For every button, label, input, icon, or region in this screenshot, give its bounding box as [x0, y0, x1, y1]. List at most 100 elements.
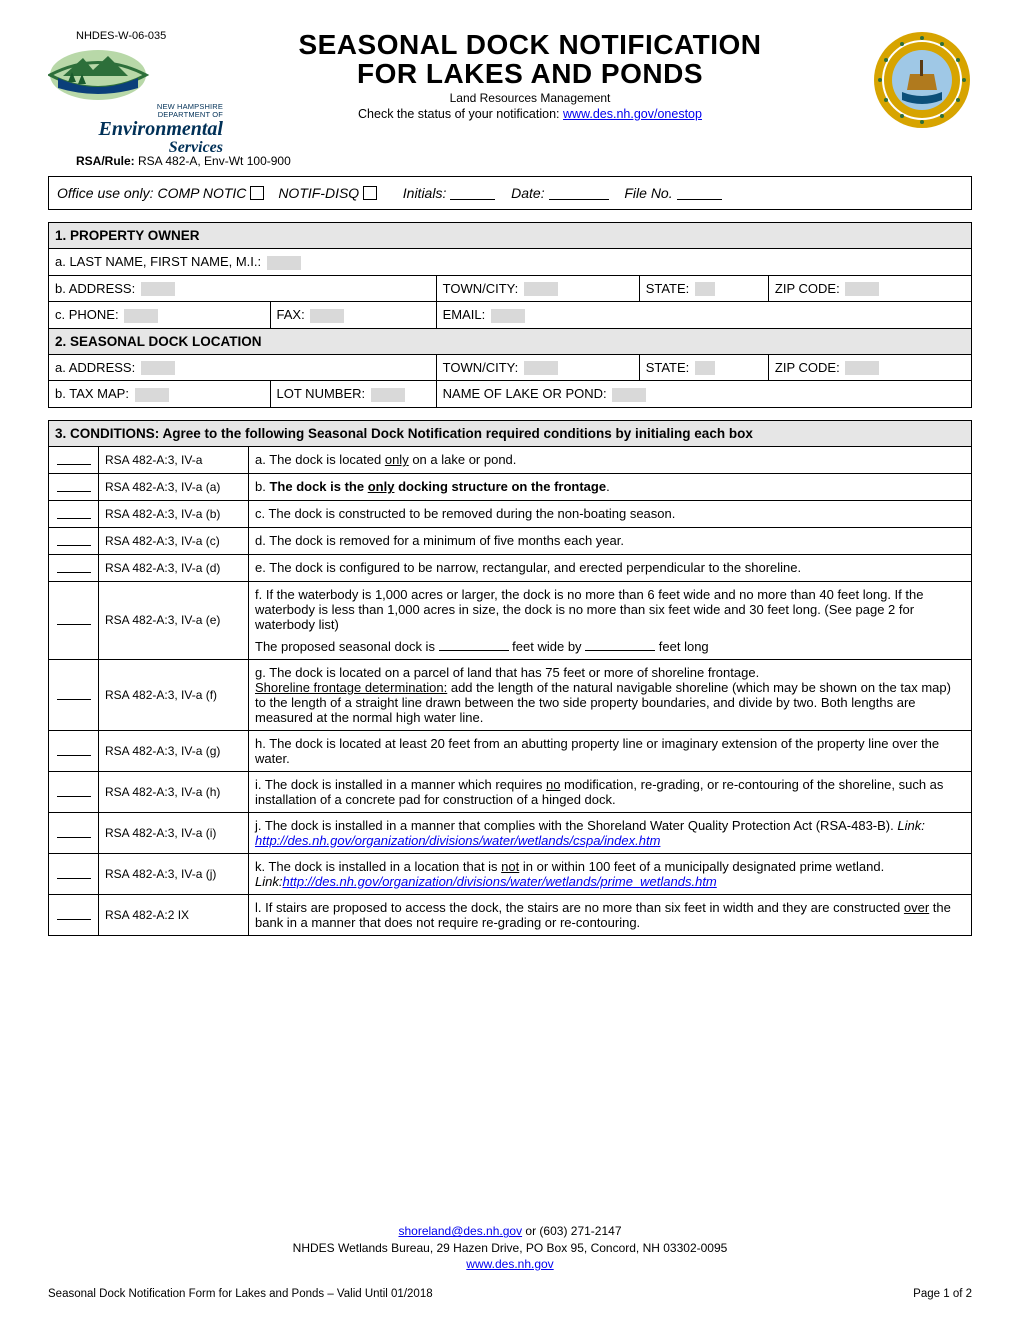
- condition-ref: RSA 482-A:2 IX: [99, 894, 249, 935]
- owner-zip-label: ZIP CODE:: [775, 281, 840, 296]
- office-initials-label: Initials:: [403, 185, 447, 201]
- condition-row: RSA 482-A:3, IV-a (g)h. The dock is loca…: [49, 730, 972, 771]
- condition-initial-cell[interactable]: [49, 500, 99, 527]
- condition-text: h. The dock is located at least 20 feet …: [249, 730, 972, 771]
- notif-disq-checkbox[interactable]: [363, 186, 377, 200]
- title-line1: SEASONAL DOCK NOTIFICATION: [238, 30, 822, 59]
- subtitle: Land Resources Management: [238, 91, 822, 105]
- condition-ref: RSA 482-A:3, IV-a (c): [99, 527, 249, 554]
- state-seal-icon: [872, 30, 972, 130]
- office-use-prefix: Office use only:: [57, 185, 154, 201]
- lake-name-cell: NAME OF LAKE OR POND:: [436, 381, 971, 408]
- condition-text: i. The dock is installed in a manner whi…: [249, 771, 972, 812]
- office-disq-label: NOTIF-DISQ: [278, 185, 359, 201]
- footer-bottom-right: Page 1 of 2: [913, 1288, 972, 1300]
- date-field[interactable]: [549, 186, 609, 200]
- condition-text: c. The dock is constructed to be removed…: [249, 500, 972, 527]
- owner-fax-label: FAX:: [277, 307, 305, 322]
- header: NHDES-W-06-035 NEW HAMPSHIRE DEPARTMENT …: [48, 30, 972, 150]
- condition-initial-cell[interactable]: [49, 659, 99, 730]
- footer-website-link[interactable]: www.des.nh.gov: [466, 1257, 553, 1271]
- logo-text: NEW HAMPSHIRE DEPARTMENT OF Environmenta…: [48, 103, 223, 157]
- office-use-box: Office use only: COMP NOTIC NOTIF-DISQ I…: [48, 176, 972, 210]
- condition-initial-cell[interactable]: [49, 581, 99, 659]
- initials-field[interactable]: [450, 186, 495, 200]
- condition-ref: RSA 482-A:3, IV-a (h): [99, 771, 249, 812]
- condition-initial-cell[interactable]: [49, 853, 99, 894]
- condition-ref: RSA 482-A:3, IV-a (e): [99, 581, 249, 659]
- form-id: NHDES-W-06-035: [76, 30, 166, 42]
- section1-heading: 1. PROPERTY OWNER: [49, 223, 972, 249]
- check-status: Check the status of your notification: w…: [238, 107, 822, 121]
- condition-text: l. If stairs are proposed to access the …: [249, 894, 972, 935]
- tax-map-cell: b. TAX MAP:: [49, 381, 271, 408]
- lake-name-input[interactable]: [612, 388, 646, 402]
- lot-number-input[interactable]: [371, 388, 405, 402]
- dock-town-label: TOWN/CITY:: [443, 360, 519, 375]
- condition-ref: RSA 482-A:3, IV-a (b): [99, 500, 249, 527]
- comp-notic-checkbox[interactable]: [250, 186, 264, 200]
- condition-ref: RSA 482-A:3, IV-a (f): [99, 659, 249, 730]
- owner-zip-input[interactable]: [845, 282, 879, 296]
- condition-ref: RSA 482-A:3, IV-a: [99, 446, 249, 473]
- condition-ref: RSA 482-A:3, IV-a (j): [99, 853, 249, 894]
- owner-address-cell: b. ADDRESS:: [49, 275, 437, 302]
- condition-row: RSA 482-A:3, IV-a (j)k. The dock is inst…: [49, 853, 972, 894]
- dock-address-input[interactable]: [141, 361, 175, 375]
- owner-name-cell: a. LAST NAME, FIRST NAME, M.I.:: [49, 249, 972, 276]
- condition-row: RSA 482-A:3, IV-a (e)f. If the waterbody…: [49, 581, 972, 659]
- file-no-field[interactable]: [677, 186, 722, 200]
- condition-initial-cell[interactable]: [49, 554, 99, 581]
- owner-email-cell: EMAIL:: [436, 302, 971, 329]
- owner-state-label: STATE:: [646, 281, 690, 296]
- owner-phone-label: c. PHONE:: [55, 307, 119, 322]
- condition-text: g. The dock is located on a parcel of la…: [249, 659, 972, 730]
- owner-address-input[interactable]: [141, 282, 175, 296]
- condition-initial-cell[interactable]: [49, 473, 99, 500]
- footer-bottom: Seasonal Dock Notification Form for Lake…: [48, 1288, 972, 1300]
- footer-email-link[interactable]: shoreland@des.nh.gov: [398, 1224, 522, 1238]
- condition-initial-cell[interactable]: [49, 446, 99, 473]
- condition-row: RSA 482-A:3, IV-a (f)g. The dock is loca…: [49, 659, 972, 730]
- owner-name-input[interactable]: [267, 256, 301, 270]
- owner-town-cell: TOWN/CITY:: [436, 275, 639, 302]
- title-line2: FOR LAKES AND PONDS: [238, 59, 822, 88]
- tax-map-input[interactable]: [135, 388, 169, 402]
- owner-town-input[interactable]: [524, 282, 558, 296]
- owner-zip-cell: ZIP CODE:: [768, 275, 971, 302]
- condition-row: RSA 482-A:3, IV-a (c)d. The dock is remo…: [49, 527, 972, 554]
- section3-heading: 3. CONDITIONS: Agree to the following Se…: [49, 420, 972, 446]
- condition-row: RSA 482-A:3, IV-a (a)b. The dock is the …: [49, 473, 972, 500]
- dock-town-input[interactable]: [524, 361, 558, 375]
- check-status-link[interactable]: www.des.nh.gov/onestop: [563, 107, 702, 121]
- dock-town-cell: TOWN/CITY:: [436, 354, 639, 381]
- condition-initial-cell[interactable]: [49, 812, 99, 853]
- footer: shoreland@des.nh.gov or (603) 271-2147 N…: [48, 1223, 972, 1272]
- owner-fax-input[interactable]: [310, 309, 344, 323]
- condition-text: b. The dock is the only docking structur…: [249, 473, 972, 500]
- owner-fax-cell: FAX:: [270, 302, 436, 329]
- condition-initial-cell[interactable]: [49, 894, 99, 935]
- condition-initial-cell[interactable]: [49, 730, 99, 771]
- dock-zip-input[interactable]: [845, 361, 879, 375]
- owner-state-cell: STATE:: [639, 275, 768, 302]
- office-date-label: Date:: [511, 185, 544, 201]
- owner-phone-input[interactable]: [124, 309, 158, 323]
- condition-row: RSA 482-A:2 IXl. If stairs are proposed …: [49, 894, 972, 935]
- owner-town-label: TOWN/CITY:: [443, 281, 519, 296]
- tax-map-label: b. TAX MAP:: [55, 386, 129, 401]
- lot-number-cell: LOT NUMBER:: [270, 381, 436, 408]
- dock-state-input[interactable]: [695, 361, 715, 375]
- owner-location-table: 1. PROPERTY OWNER a. LAST NAME, FIRST NA…: [48, 222, 972, 408]
- footer-phone: or (603) 271-2147: [522, 1224, 621, 1238]
- condition-text: j. The dock is installed in a manner tha…: [249, 812, 972, 853]
- condition-initial-cell[interactable]: [49, 527, 99, 554]
- owner-state-input[interactable]: [695, 282, 715, 296]
- condition-initial-cell[interactable]: [49, 771, 99, 812]
- lot-number-label: LOT NUMBER:: [277, 386, 366, 401]
- owner-address-label: b. ADDRESS:: [55, 281, 135, 296]
- owner-email-input[interactable]: [491, 309, 525, 323]
- footer-address: NHDES Wetlands Bureau, 29 Hazen Drive, P…: [293, 1241, 728, 1255]
- condition-ref: RSA 482-A:3, IV-a (d): [99, 554, 249, 581]
- office-file-label: File No.: [624, 185, 672, 201]
